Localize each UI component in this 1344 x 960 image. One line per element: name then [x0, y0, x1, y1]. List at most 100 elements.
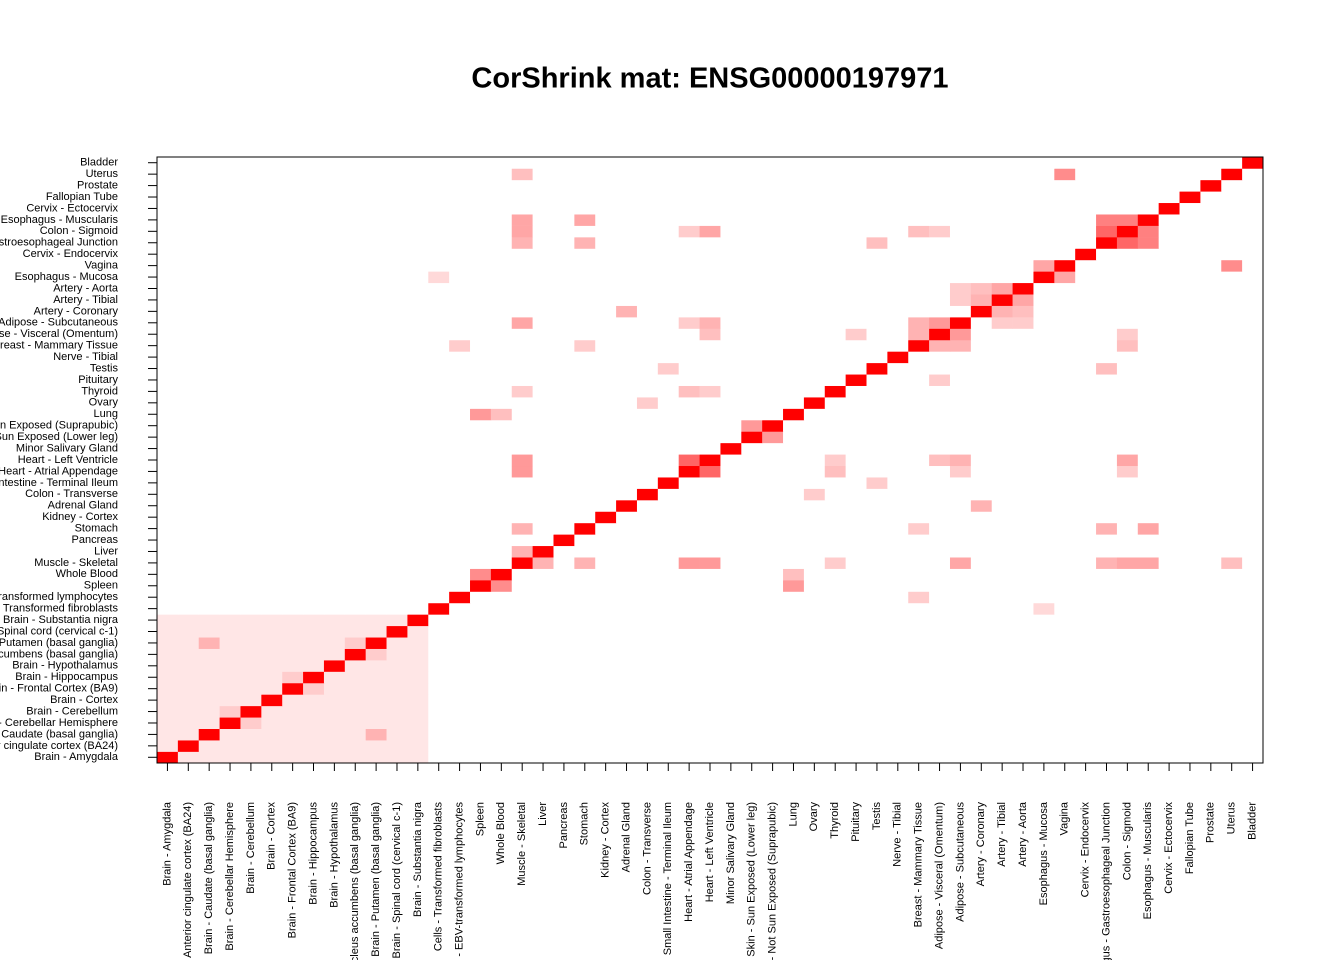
heatmap-cell	[240, 237, 262, 249]
heatmap-cell	[678, 317, 700, 329]
heatmap-cell	[595, 328, 617, 341]
heatmap-cell	[490, 728, 513, 741]
heatmap-cell	[470, 488, 492, 501]
heatmap-cell	[720, 534, 742, 547]
heatmap-cell	[177, 728, 200, 741]
heatmap-cell	[908, 465, 930, 478]
heatmap-cell	[616, 179, 638, 192]
heatmap-cell	[657, 568, 679, 581]
heatmap-cell	[553, 305, 575, 318]
heatmap-cell	[1012, 442, 1034, 455]
heatmap-cell	[657, 728, 679, 741]
y-tick-label: Brain - Frontal Cortex (BA9)	[0, 683, 118, 695]
heatmap-cell	[970, 317, 993, 329]
heatmap-cell	[1137, 397, 1159, 409]
heatmap-cell	[157, 431, 179, 444]
heatmap-cell	[762, 682, 784, 695]
heatmap-cell	[511, 271, 533, 284]
heatmap-cell	[1096, 374, 1118, 386]
heatmap-cell	[1012, 465, 1034, 478]
heatmap-cell	[407, 614, 429, 627]
heatmap-cell	[1012, 660, 1034, 672]
heatmap-cell	[1054, 682, 1076, 695]
heatmap-cell	[177, 351, 200, 364]
heatmap-cell	[887, 385, 909, 398]
heatmap-cell	[720, 419, 742, 432]
heatmap-cell	[762, 465, 784, 478]
x-tick-label: Brain - Cortex	[266, 802, 278, 870]
heatmap-cell	[1200, 431, 1222, 444]
heatmap-cell	[929, 671, 951, 684]
heatmap-cell	[1075, 214, 1097, 226]
heatmap-cell	[198, 557, 220, 569]
heatmap-cell	[1242, 179, 1264, 192]
heatmap-cell	[783, 671, 805, 684]
heatmap-cell	[157, 602, 179, 615]
heatmap-cell	[1096, 225, 1118, 238]
heatmap-cell	[511, 191, 533, 204]
heatmap-cell	[261, 351, 283, 364]
heatmap-cell	[344, 488, 366, 501]
heatmap-cell	[929, 305, 951, 318]
heatmap-cell	[636, 522, 659, 535]
x-tick-label: Thyroid	[829, 802, 841, 839]
heatmap-cell	[678, 248, 700, 261]
heatmap-cell	[344, 728, 366, 741]
heatmap-cell	[177, 454, 200, 467]
heatmap-cell	[240, 259, 262, 272]
heatmap-cell	[1033, 625, 1055, 638]
heatmap-cell	[699, 237, 721, 249]
heatmap-cell	[449, 305, 471, 318]
heatmap-cell	[344, 179, 366, 192]
heatmap-cell	[970, 717, 993, 729]
heatmap-cell	[1033, 751, 1055, 764]
heatmap-cell	[657, 374, 679, 386]
heatmap-cell	[720, 442, 742, 455]
heatmap-cell	[365, 454, 387, 467]
heatmap-cell	[803, 682, 826, 695]
heatmap-cell	[386, 431, 408, 444]
x-tick-label: Brain - Anterior cingulate cortex (BA24)	[182, 802, 194, 960]
heatmap-cell	[1054, 511, 1076, 524]
heatmap-cell	[720, 488, 742, 501]
heatmap-cell	[678, 488, 700, 501]
heatmap-cell	[553, 671, 575, 684]
heatmap-cell	[949, 385, 972, 398]
heatmap-cell	[616, 282, 638, 295]
heatmap-cell	[553, 648, 575, 661]
heatmap-cell	[1179, 168, 1201, 181]
heatmap-cell	[762, 568, 784, 581]
heatmap-cell	[1137, 202, 1159, 215]
heatmap-cell	[1137, 328, 1159, 341]
heatmap-cell	[991, 568, 1013, 581]
heatmap-cell	[824, 545, 846, 558]
heatmap-cell	[470, 202, 492, 215]
heatmap-cell	[511, 419, 533, 432]
heatmap-cell	[1054, 248, 1076, 261]
heatmap-cell	[636, 157, 659, 169]
heatmap-cell	[553, 568, 575, 581]
heatmap-cell	[1242, 671, 1264, 684]
heatmap-cell	[1242, 328, 1264, 341]
heatmap-cell	[1096, 625, 1118, 638]
heatmap-cell	[1012, 214, 1034, 226]
heatmap-cell	[261, 157, 283, 169]
heatmap-cell	[1012, 580, 1034, 592]
heatmap-cell	[1116, 465, 1139, 478]
x-tick-label: Brain - Substantia nigra	[412, 801, 424, 917]
heatmap-cell	[595, 442, 617, 455]
heatmap-cell	[219, 728, 241, 741]
heatmap-cell	[741, 557, 763, 569]
heatmap-cell	[386, 580, 408, 592]
heatmap-cell	[595, 248, 617, 261]
heatmap-cell	[845, 271, 867, 284]
heatmap-cell	[282, 214, 304, 226]
heatmap-cell	[595, 431, 617, 444]
heatmap-cell	[616, 248, 638, 261]
heatmap-cell	[699, 339, 721, 352]
heatmap-cell	[991, 591, 1013, 604]
heatmap-cell	[198, 534, 220, 547]
heatmap-cell	[741, 625, 763, 638]
heatmap-cell	[1158, 694, 1180, 707]
heatmap-cell	[803, 397, 826, 409]
